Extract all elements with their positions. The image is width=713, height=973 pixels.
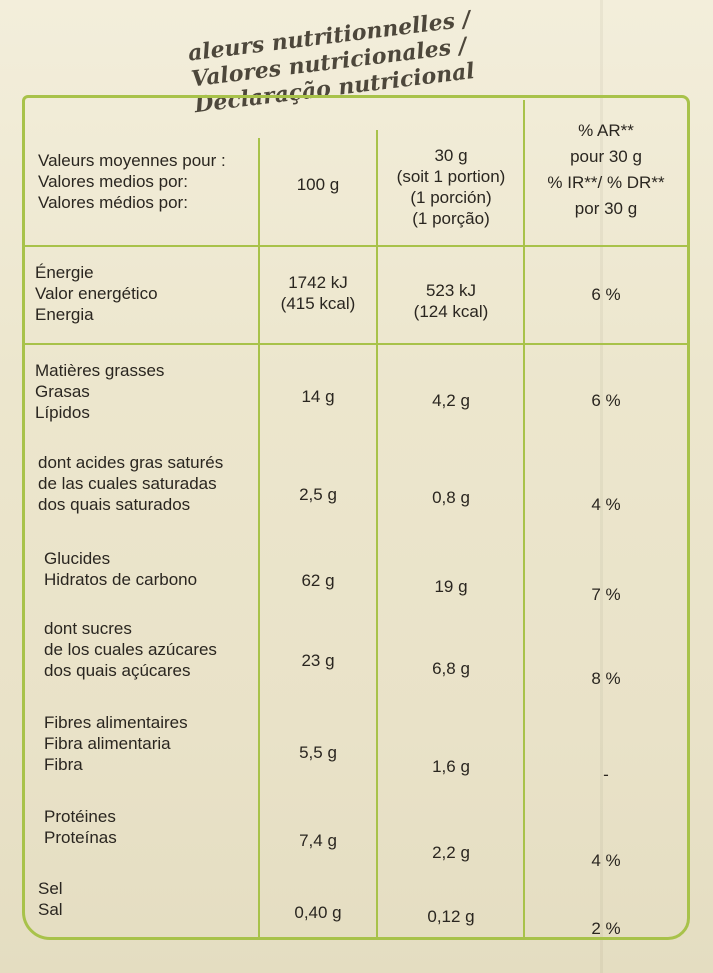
row-sugars-ar: 8 % <box>591 669 621 688</box>
row-fibre-30g: 1,6 g <box>432 757 470 776</box>
row-salt-100g: 0,40 g <box>294 903 342 922</box>
row-energy-100g: 1742 kJ (415 kcal) <box>280 273 356 313</box>
header-label: Valeurs moyennes pour : Valores medios p… <box>38 151 226 212</box>
row-fibre-ar: - <box>603 765 609 784</box>
row-fibre-100g: 5,5 g <box>299 743 337 762</box>
row-protein-label: Protéines Proteínas <box>44 807 117 847</box>
row-sugars-30g: 6,8 g <box>432 659 470 678</box>
row-energy-ar: 6 % <box>591 285 621 304</box>
row-protein-30g: 2,2 g <box>432 843 470 862</box>
row-fat-label: Matières grasses Grasas Lípidos <box>35 361 165 422</box>
row-sugars-label: dont sucres de los cuales azúcares dos q… <box>44 619 217 680</box>
grid-line <box>24 343 688 345</box>
row-energy-label: Énergie Valor energético Energia <box>35 263 158 324</box>
package-crease <box>600 0 603 973</box>
row-fat-ar: 6 % <box>591 391 621 410</box>
grid-line <box>24 245 688 247</box>
row-carbs-label: Glucides Hidratos de carbono <box>44 549 198 589</box>
grid-line <box>258 138 260 938</box>
header-100g: 100 g <box>296 175 340 194</box>
row-salt-label: Sel Sal <box>38 879 63 919</box>
row-fat-100g: 14 g <box>301 387 335 406</box>
row-protein-ar: 4 % <box>591 851 621 870</box>
row-saturated-30g: 0,8 g <box>432 488 470 507</box>
row-saturated-ar: 4 % <box>591 495 621 514</box>
row-protein-100g: 7,4 g <box>299 831 337 850</box>
row-fat-30g: 4,2 g <box>432 391 470 410</box>
grid-line <box>523 100 525 938</box>
row-carbs-30g: 19 g <box>434 577 468 596</box>
row-fibre-label: Fibres alimentaires Fibra alimentaria Fi… <box>44 713 188 774</box>
row-saturated-label: dont acides gras saturés de las cuales s… <box>38 453 224 514</box>
header-30g: 30 g (soit 1 portion) (1 porción) (1 por… <box>396 146 506 228</box>
nutrition-table <box>22 95 690 940</box>
row-sugars-100g: 23 g <box>301 651 335 670</box>
row-saturated-100g: 2,5 g <box>299 485 337 504</box>
row-carbs-ar: 7 % <box>591 585 621 604</box>
row-carbs-100g: 62 g <box>301 571 335 590</box>
header-ar: % AR** pour 30 g % IR**/ % DR** por 30 g <box>547 121 665 218</box>
row-energy-30g: 523 kJ (124 kcal) <box>413 281 489 321</box>
row-salt-30g: 0,12 g <box>427 907 475 926</box>
grid-line <box>376 130 378 938</box>
row-salt-ar: 2 % <box>591 919 621 938</box>
